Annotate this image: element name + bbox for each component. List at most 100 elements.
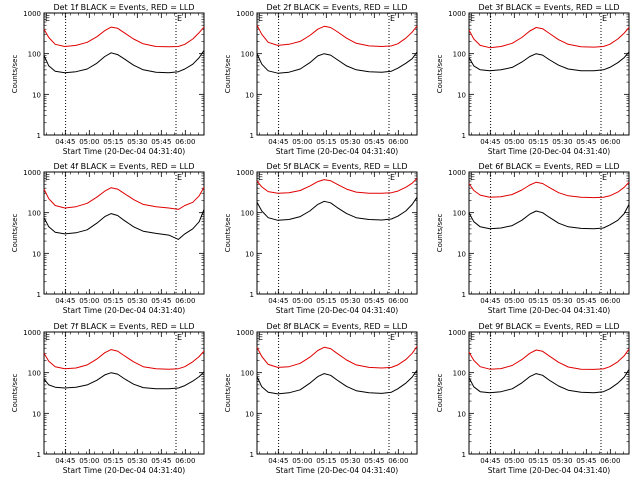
x-tick-label: 05:15 [103, 457, 123, 465]
e-marker: E [602, 333, 607, 342]
y-tick-label: 1000 [448, 10, 466, 18]
x-tick-label: 05:30 [552, 457, 572, 465]
x-tick-label: 06:00 [600, 457, 620, 465]
y-tick-label: 1000 [448, 169, 466, 177]
x-tick-label: 05:15 [103, 138, 123, 146]
x-tick-label: 05:45 [151, 457, 171, 465]
x-tick-label: 04:45 [268, 138, 288, 146]
e-marker: E [258, 14, 263, 23]
x-tick-label: 05:00 [79, 297, 99, 305]
x-axis-label: Start Time (20-Dec-04 04:31:40) [488, 147, 610, 156]
y-tick-label: 1000 [23, 329, 41, 337]
x-axis-label: Start Time (20-Dec-04 04:31:40) [63, 147, 185, 156]
detector-panel: Det 5f BLACK = Events, RED = LLD 1 10 100 10… [224, 162, 418, 315]
lld-series-line [256, 24, 418, 47]
x-tick-label: 06:00 [175, 138, 195, 146]
plot-frame [43, 331, 205, 455]
x-tick-label: 05:15 [528, 297, 548, 305]
x-tick-label: 05:00 [79, 138, 99, 146]
e-marker: E [390, 14, 395, 23]
x-tick-label: 04:45 [55, 138, 75, 146]
y-axis-label: Counts/sec [224, 55, 232, 94]
y-tick-label: 1 [37, 291, 41, 299]
x-tick-label: 06:00 [388, 297, 408, 305]
y-tick-label: 1 [250, 132, 254, 140]
x-tick-label: 06:00 [388, 138, 408, 146]
x-tick-label: 04:45 [55, 457, 75, 465]
y-tick-label: 1000 [448, 329, 466, 337]
e-marker: E [45, 173, 50, 182]
y-tick-label: 10 [245, 91, 254, 99]
x-tick-label: 06:00 [600, 138, 620, 146]
x-tick-label: 04:45 [268, 457, 288, 465]
x-tick-label: 05:15 [528, 138, 548, 146]
plot-frame [256, 331, 418, 455]
e-marker: E [470, 333, 475, 342]
y-tick-label: 1000 [23, 169, 41, 177]
x-tick-label: 05:15 [316, 138, 336, 146]
events-series-line [43, 209, 205, 240]
plot-frame [43, 12, 205, 136]
plot-frame [468, 331, 630, 455]
panel-title: Det 7f BLACK = Events, RED = LLD [53, 322, 194, 331]
y-tick-label: 100 [453, 370, 466, 378]
y-tick-label: 10 [457, 410, 466, 418]
x-tick-label: 04:45 [480, 297, 500, 305]
y-tick-label: 1 [462, 451, 466, 459]
e-marker: E [470, 14, 475, 23]
events-series-line [468, 369, 630, 394]
panel-title: Det 3f BLACK = Events, RED = LLD [478, 3, 619, 12]
x-axis-label: Start Time (20-Dec-04 04:31:40) [488, 466, 610, 475]
y-tick-label: 100 [241, 370, 254, 378]
x-tick-label: 05:30 [552, 138, 572, 146]
y-axis-label: Counts/sec [11, 374, 19, 413]
y-tick-label: 1000 [236, 169, 254, 177]
y-tick-label: 10 [32, 250, 41, 258]
y-tick-label: 10 [32, 410, 41, 418]
panel-title: Det 9f BLACK = Events, RED = LLD [478, 322, 619, 331]
y-tick-label: 1 [250, 451, 254, 459]
events-series-line [256, 51, 418, 74]
y-axis-label: Counts/sec [436, 214, 444, 253]
y-tick-label: 100 [241, 51, 254, 59]
y-tick-label: 100 [453, 210, 466, 218]
x-axis-label: Start Time (20-Dec-04 04:31:40) [63, 306, 185, 315]
x-tick-label: 04:45 [480, 457, 500, 465]
x-tick-label: 05:15 [528, 457, 548, 465]
y-tick-label: 10 [245, 410, 254, 418]
x-tick-label: 05:45 [151, 138, 171, 146]
x-tick-label: 05:15 [103, 297, 123, 305]
x-axis-label: Start Time (20-Dec-04 04:31:40) [276, 466, 398, 475]
lld-series-line [43, 349, 205, 370]
y-tick-label: 1000 [236, 10, 254, 18]
x-tick-label: 05:00 [504, 297, 524, 305]
x-tick-label: 05:30 [552, 297, 572, 305]
y-tick-label: 100 [453, 51, 466, 59]
e-marker: E [258, 333, 263, 342]
y-tick-label: 100 [28, 51, 41, 59]
x-tick-label: 05:00 [292, 138, 312, 146]
e-marker: E [45, 333, 50, 342]
x-axis-label: Start Time (20-Dec-04 04:31:40) [488, 306, 610, 315]
plot-frame [468, 12, 630, 136]
detector-panel: Det 9f BLACK = Events, RED = LLD 1 10 100 10… [436, 322, 630, 475]
events-series-line [43, 371, 205, 390]
y-tick-label: 100 [28, 210, 41, 218]
plot-frame [256, 12, 418, 136]
e-marker: E [390, 333, 395, 342]
lld-series-line [43, 26, 205, 48]
x-tick-label: 05:00 [504, 138, 524, 146]
e-marker: E [470, 173, 475, 182]
detector-panel: Det 2f BLACK = Events, RED = LLD 1 10 100 10… [224, 3, 418, 156]
x-tick-label: 04:45 [55, 297, 75, 305]
x-tick-label: 05:45 [364, 297, 384, 305]
lld-series-line [468, 27, 630, 49]
x-tick-label: 06:00 [600, 297, 620, 305]
x-tick-label: 05:45 [576, 457, 596, 465]
events-series-line [468, 51, 630, 72]
events-series-line [256, 369, 418, 395]
plot-frame [43, 171, 205, 295]
events-series-line [256, 196, 418, 221]
y-tick-label: 1 [462, 291, 466, 299]
